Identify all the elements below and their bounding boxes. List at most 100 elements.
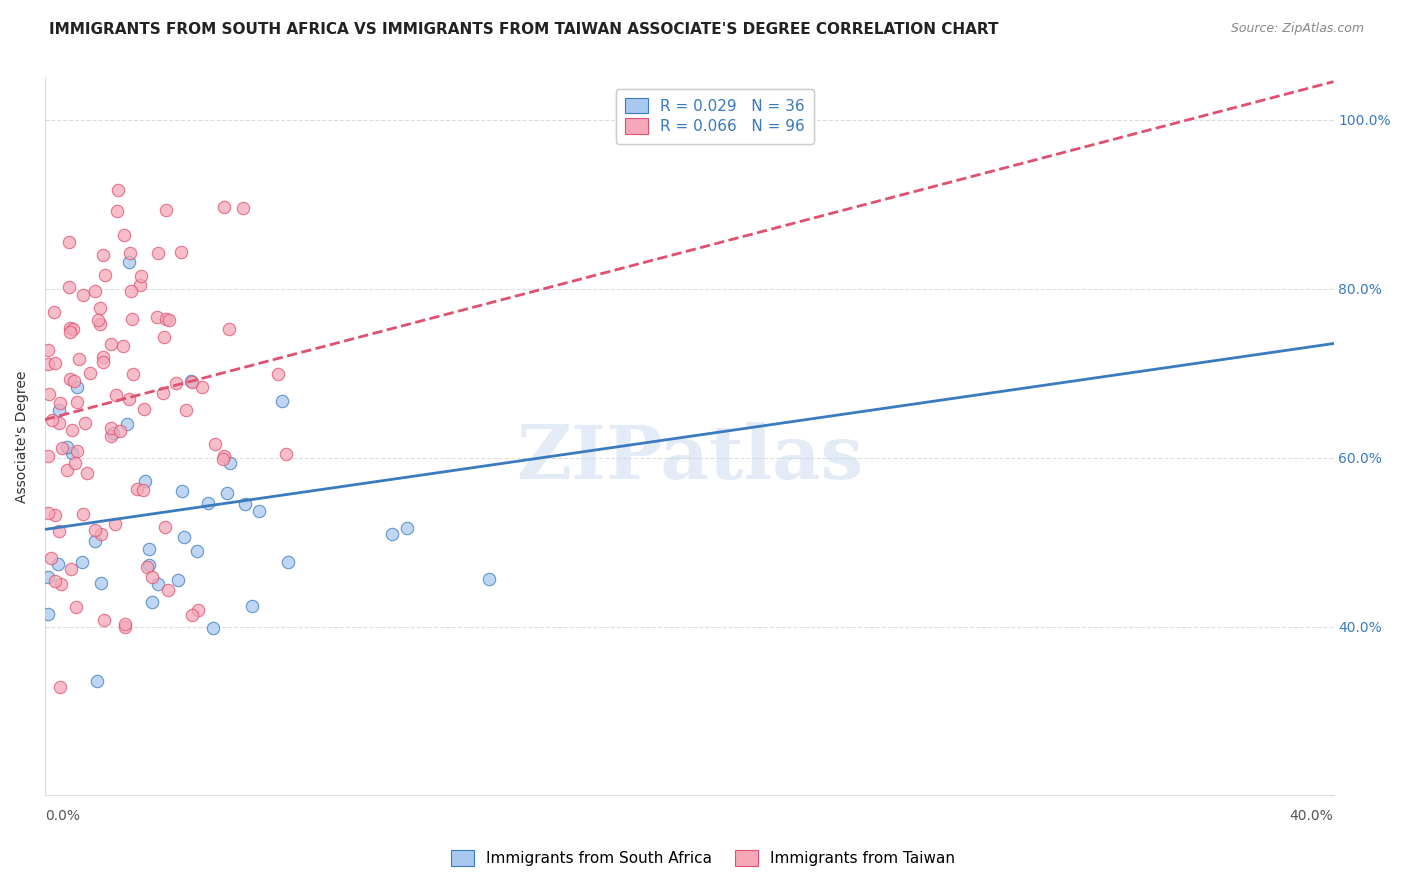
Text: Source: ZipAtlas.com: Source: ZipAtlas.com [1230,22,1364,36]
Point [128,277,150,292]
Point [107,183,129,197]
Point [134,401,156,416]
Point [86,673,108,688]
Point [44,356,66,370]
Point [87,313,110,327]
Point [114,619,136,633]
Point [66,394,89,409]
Point [396,521,419,535]
Text: IMMIGRANTS FROM SOUTH AFRICA VS IMMIGRANTS FROM TAIWAN ASSOCIATE'S DEGREE CORREL: IMMIGRANTS FROM SOUTH AFRICA VS IMMIGRAN… [49,22,998,37]
Point [89,301,111,316]
Point [138,558,160,572]
Point [134,474,156,488]
Point [191,380,214,394]
Point [181,607,204,622]
Point [155,311,177,326]
Point [62,322,84,336]
Point [118,255,141,269]
Point [146,310,169,324]
Point [48,557,70,571]
Point [181,375,204,389]
Point [79,366,101,380]
Point [240,599,263,613]
Point [67,351,90,366]
Point [105,204,128,219]
Point [117,417,139,432]
Point [39,550,62,565]
Point [89,318,111,332]
Point [65,600,87,615]
Point [215,486,238,500]
Point [56,462,79,476]
Point [60,445,83,459]
Legend: Immigrants from South Africa, Immigrants from Taiwan: Immigrants from South Africa, Immigrants… [441,841,965,875]
Point [56,441,79,455]
Point [100,337,122,351]
Point [51,441,73,455]
Point [219,456,242,470]
Point [38,387,60,401]
Point [94,268,117,283]
Y-axis label: Associate's Degree: Associate's Degree [15,370,30,503]
Point [120,284,142,298]
Point [180,375,202,389]
Point [70,555,93,569]
Point [58,280,80,294]
Point [66,444,89,458]
Point [111,339,134,353]
Point [100,421,122,435]
Point [478,572,501,586]
Point [49,577,72,591]
Point [72,288,94,302]
Point [59,321,82,335]
Point [83,524,105,538]
Point [75,417,97,431]
Point [48,403,70,417]
Point [101,425,124,440]
Point [153,520,176,534]
Point [110,424,132,438]
Point [93,613,115,627]
Point [153,330,176,344]
Point [129,268,152,283]
Point [62,374,84,388]
Point [84,534,107,549]
Point [37,357,59,371]
Point [37,343,59,358]
Point [174,403,197,417]
Point [267,367,290,381]
Point [170,245,193,260]
Point [48,416,70,430]
Point [186,543,208,558]
Point [76,466,98,480]
Point [60,424,83,438]
Point [37,570,59,584]
Point [118,392,141,406]
Point [37,449,59,463]
Point [122,367,145,381]
Point [152,385,174,400]
Point [37,506,59,520]
Point [212,452,235,467]
Point [141,595,163,609]
Point [91,248,114,262]
Legend: R = 0.029   N = 36, R = 0.066   N = 96: R = 0.029 N = 36, R = 0.066 N = 96 [616,88,814,144]
Point [91,350,114,364]
Point [165,376,187,391]
Point [105,388,128,402]
Point [138,541,160,556]
Point [136,559,159,574]
Point [157,583,180,598]
Point [148,245,170,260]
Point [167,574,190,588]
Point [37,607,59,621]
Point [58,235,80,250]
Point [59,562,82,576]
Point [90,526,112,541]
Point [233,497,256,511]
Point [66,380,89,394]
Point [232,201,254,215]
Point [100,429,122,443]
Point [274,447,297,461]
Text: ZIPatlas: ZIPatlas [516,422,863,494]
